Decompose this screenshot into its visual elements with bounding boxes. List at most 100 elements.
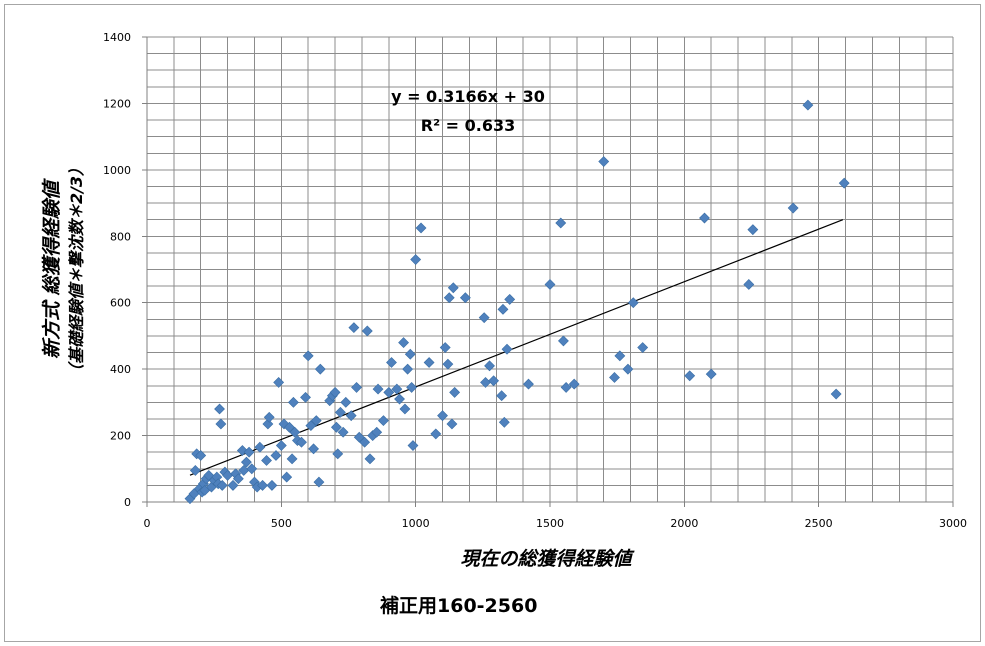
y-axis-title-line1: 新方式 総獲得経験値 bbox=[41, 177, 63, 359]
data-point bbox=[555, 217, 567, 229]
data-point bbox=[699, 212, 710, 224]
x-tick-label: 500 bbox=[271, 517, 292, 530]
data-point bbox=[246, 463, 258, 475]
data-point bbox=[243, 446, 255, 458]
data-point bbox=[399, 403, 411, 415]
data-point bbox=[497, 303, 509, 315]
data-point bbox=[407, 440, 419, 451]
data-point bbox=[684, 370, 696, 382]
y-tick-label: 400 bbox=[110, 363, 131, 376]
data-point bbox=[622, 363, 634, 375]
data-point bbox=[273, 377, 285, 388]
y-tick-label: 1400 bbox=[103, 31, 131, 44]
data-point bbox=[838, 177, 850, 189]
data-point bbox=[270, 450, 282, 461]
data-point bbox=[404, 348, 416, 360]
data-point bbox=[830, 388, 842, 400]
data-point bbox=[286, 453, 298, 465]
x-tick-label: 1000 bbox=[402, 517, 430, 530]
data-point bbox=[386, 357, 397, 368]
data-point bbox=[459, 292, 471, 304]
data-point bbox=[313, 476, 325, 488]
data-point bbox=[232, 473, 244, 485]
data-point bbox=[410, 254, 422, 265]
data-point bbox=[449, 386, 461, 398]
chart-caption: 補正用160-2560 bbox=[380, 595, 538, 617]
data-point bbox=[442, 358, 454, 370]
y-tick-label: 200 bbox=[110, 430, 131, 443]
data-point bbox=[802, 99, 814, 111]
data-point bbox=[443, 292, 455, 304]
trendline-equation: y = 0.3166x + 30 bbox=[391, 87, 545, 106]
x-tick-label: 1500 bbox=[536, 517, 564, 530]
data-point bbox=[614, 350, 626, 362]
data-point bbox=[257, 479, 268, 491]
data-point bbox=[501, 343, 513, 355]
x-tick-label: 0 bbox=[144, 517, 151, 530]
data-point bbox=[478, 312, 490, 324]
data-point bbox=[254, 441, 266, 453]
y-tick-label: 600 bbox=[110, 297, 131, 310]
data-point bbox=[308, 443, 319, 455]
data-point bbox=[637, 342, 649, 353]
data-point bbox=[415, 222, 427, 234]
data-point bbox=[189, 465, 201, 476]
data-point bbox=[371, 426, 383, 438]
data-point bbox=[544, 279, 556, 290]
trendline bbox=[189, 219, 844, 476]
data-point bbox=[447, 282, 459, 294]
data-point bbox=[275, 440, 287, 451]
y-tick-label: 0 bbox=[124, 496, 131, 509]
y-tick-label: 1200 bbox=[103, 97, 131, 110]
data-point bbox=[361, 325, 373, 337]
data-point bbox=[743, 279, 755, 290]
y-tick-label: 1000 bbox=[103, 164, 131, 177]
data-point bbox=[560, 381, 572, 393]
data-point bbox=[335, 406, 346, 418]
data-point bbox=[609, 372, 620, 383]
data-point bbox=[383, 386, 395, 398]
data-point bbox=[340, 396, 352, 408]
data-point bbox=[227, 479, 239, 491]
data-point bbox=[496, 390, 508, 402]
x-tick-label: 2000 bbox=[670, 517, 698, 530]
data-point bbox=[287, 396, 299, 408]
data-point bbox=[394, 393, 405, 405]
data-point bbox=[289, 426, 301, 438]
data-point bbox=[302, 350, 314, 362]
data-point bbox=[372, 383, 384, 395]
data-point bbox=[314, 363, 326, 375]
data-point bbox=[240, 456, 252, 468]
r-squared-label: R² = 0.633 bbox=[421, 116, 515, 135]
data-point bbox=[300, 391, 311, 403]
data-point bbox=[359, 436, 371, 448]
data-point bbox=[351, 381, 362, 393]
data-point bbox=[330, 421, 342, 433]
data-point bbox=[423, 357, 435, 368]
data-point bbox=[266, 479, 278, 491]
y-axis-title-line2: （基礎経験値＊撃沈数＊2/3） bbox=[67, 160, 86, 380]
data-point bbox=[430, 428, 442, 440]
x-axis-title: 現在の総獲得経験値 bbox=[460, 548, 635, 570]
data-point bbox=[598, 156, 610, 167]
y-tick-label: 800 bbox=[110, 230, 131, 243]
data-point bbox=[296, 436, 307, 448]
data-point bbox=[437, 410, 448, 422]
data-point bbox=[332, 448, 344, 460]
grid-lines bbox=[146, 36, 954, 503]
data-point bbox=[747, 224, 759, 236]
data-point bbox=[329, 386, 341, 398]
data-point bbox=[558, 335, 569, 347]
x-tick-label: 2500 bbox=[805, 517, 833, 530]
x-tick-label: 3000 bbox=[939, 517, 967, 530]
data-point bbox=[568, 378, 580, 390]
data-point bbox=[345, 410, 357, 422]
axes bbox=[142, 36, 954, 507]
data-point bbox=[216, 479, 228, 491]
data-point bbox=[402, 363, 414, 375]
data-point bbox=[378, 415, 389, 427]
data-point bbox=[337, 426, 349, 438]
data-point bbox=[281, 471, 293, 483]
data-point bbox=[627, 297, 639, 309]
